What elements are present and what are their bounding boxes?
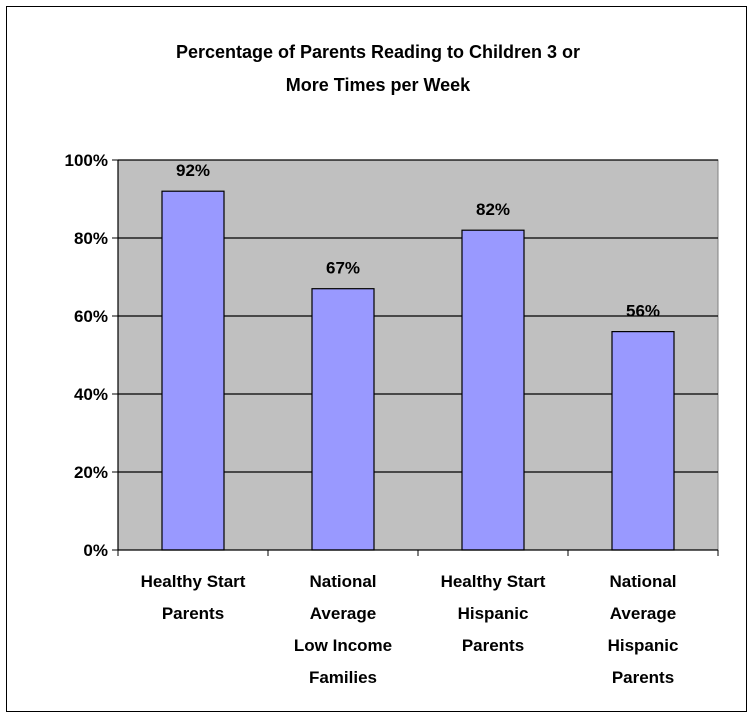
data-label: 82% <box>476 200 510 219</box>
y-tick-label: 40% <box>74 385 108 404</box>
x-tick-label: Average <box>610 604 676 623</box>
x-tick-label: Parents <box>162 604 224 623</box>
data-label: 92% <box>176 161 210 180</box>
x-tick-label: Families <box>309 668 377 687</box>
x-tick-label: Parents <box>462 636 524 655</box>
bar <box>611 331 675 551</box>
x-tick-label: Parents <box>612 668 674 687</box>
y-tick-label: 60% <box>74 307 108 326</box>
y-tick-label: 80% <box>74 229 108 248</box>
data-label: 56% <box>626 302 660 321</box>
x-tick-label: Hispanic <box>608 636 679 655</box>
x-tick-label: Low Income <box>294 636 392 655</box>
x-tick-label: Healthy Start <box>441 572 546 591</box>
y-tick-label: 20% <box>74 463 108 482</box>
x-tick-label: National <box>309 572 376 591</box>
x-tick-label: National <box>609 572 676 591</box>
data-label: 67% <box>326 259 360 278</box>
chart-title-line-2: More Times per Week <box>286 75 471 95</box>
x-tick-label: Healthy Start <box>141 572 246 591</box>
bar <box>461 229 525 551</box>
x-tick-label: Hispanic <box>458 604 529 623</box>
y-tick-label: 0% <box>83 541 108 560</box>
x-tick-label: Average <box>310 604 376 623</box>
chart-title-line-1: Percentage of Parents Reading to Childre… <box>176 42 580 62</box>
bar <box>161 190 225 551</box>
bar <box>311 288 375 551</box>
y-tick-label: 100% <box>65 151 108 170</box>
